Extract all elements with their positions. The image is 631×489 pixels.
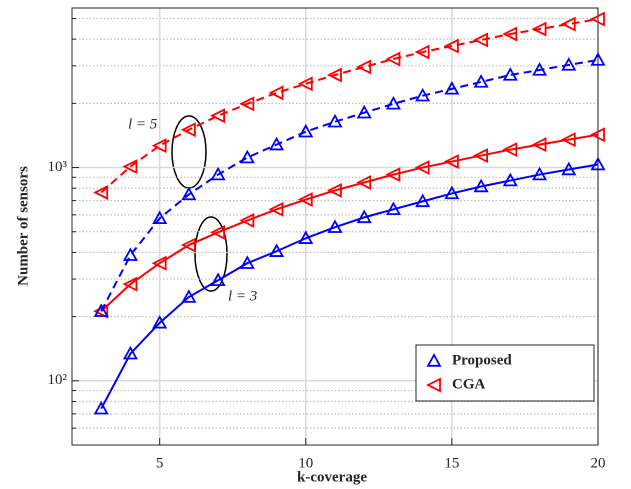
data-point <box>122 345 138 360</box>
legend-label: CGA <box>452 376 486 392</box>
data-point <box>298 123 314 138</box>
data-point <box>180 122 196 138</box>
data-point <box>210 108 226 124</box>
group-ellipse <box>194 216 228 292</box>
data-point <box>415 87 431 102</box>
data-point <box>239 212 255 228</box>
data-point <box>385 201 401 216</box>
data-point <box>531 137 547 153</box>
data-point <box>151 138 167 154</box>
data-point <box>151 255 167 271</box>
y-tick-label: 10³ <box>48 159 68 175</box>
x-tick-label: 10 <box>298 455 313 471</box>
data-point <box>181 289 197 303</box>
data-point <box>93 303 109 317</box>
data-point <box>210 166 226 181</box>
data-point <box>356 209 372 224</box>
plot-frame <box>71 7 599 446</box>
series-line <box>100 58 599 312</box>
x-tick-label: 15 <box>444 455 459 471</box>
data-point <box>239 255 255 269</box>
annotation: l = 5 <box>128 116 158 132</box>
data-point <box>502 142 518 158</box>
data-point <box>93 303 109 319</box>
data-point <box>502 67 518 81</box>
x-tick-label: 20 <box>591 455 606 471</box>
data-point <box>473 32 489 48</box>
data-point <box>93 400 109 415</box>
data-point <box>210 224 226 240</box>
annotation: l = 3 <box>228 288 257 304</box>
data-point <box>502 26 518 42</box>
data-point <box>561 161 577 176</box>
data-point <box>327 113 343 128</box>
data-point <box>239 149 255 164</box>
data-point <box>473 148 489 164</box>
data-point <box>122 159 138 174</box>
data-point <box>531 21 547 37</box>
data-point <box>385 95 401 110</box>
data-point <box>532 62 548 76</box>
y-axis-label: Number of sensors <box>15 166 31 286</box>
data-point <box>152 210 168 225</box>
data-point <box>502 172 518 187</box>
data-point <box>298 230 314 244</box>
data-point <box>269 243 285 257</box>
data-point <box>239 96 255 112</box>
data-point <box>326 182 342 198</box>
data-point <box>561 57 577 71</box>
data-point <box>327 219 343 233</box>
series-line <box>100 133 599 312</box>
data-point <box>269 136 285 151</box>
data-point <box>444 81 460 95</box>
data-point <box>122 247 138 261</box>
data-point <box>268 201 284 217</box>
data-point <box>589 127 605 143</box>
data-point <box>356 59 372 75</box>
legend-marker <box>426 353 442 367</box>
data-point <box>297 76 313 92</box>
x-tick-label: 5 <box>156 455 164 471</box>
data-point <box>473 74 489 88</box>
data-point <box>210 272 226 287</box>
data-point <box>93 185 109 200</box>
data-point <box>414 44 430 60</box>
data-point <box>560 132 576 148</box>
data-point <box>152 314 168 329</box>
legend-box <box>415 344 595 402</box>
data-point <box>590 52 606 66</box>
data-point <box>297 192 313 207</box>
series-line <box>100 18 599 194</box>
legend-marker <box>425 377 441 393</box>
data-point <box>326 67 342 83</box>
data-point <box>589 11 605 27</box>
y-tick-label: 10² <box>48 372 68 388</box>
data-point <box>385 167 401 183</box>
legend-label: Proposed <box>452 352 512 368</box>
data-point <box>532 166 548 181</box>
x-axis-label: k-coverage <box>297 469 367 485</box>
data-point <box>356 104 372 119</box>
data-point <box>356 175 372 190</box>
data-point <box>444 185 460 200</box>
data-point <box>122 276 138 292</box>
data-point <box>385 51 401 67</box>
data-point <box>560 16 576 32</box>
data-point <box>443 38 459 54</box>
data-point <box>415 193 431 208</box>
data-point <box>590 156 606 171</box>
data-point <box>473 178 489 193</box>
data-point <box>181 186 197 201</box>
data-point <box>414 160 430 176</box>
data-point <box>180 237 196 253</box>
data-point <box>443 154 459 170</box>
data-point <box>268 85 284 101</box>
